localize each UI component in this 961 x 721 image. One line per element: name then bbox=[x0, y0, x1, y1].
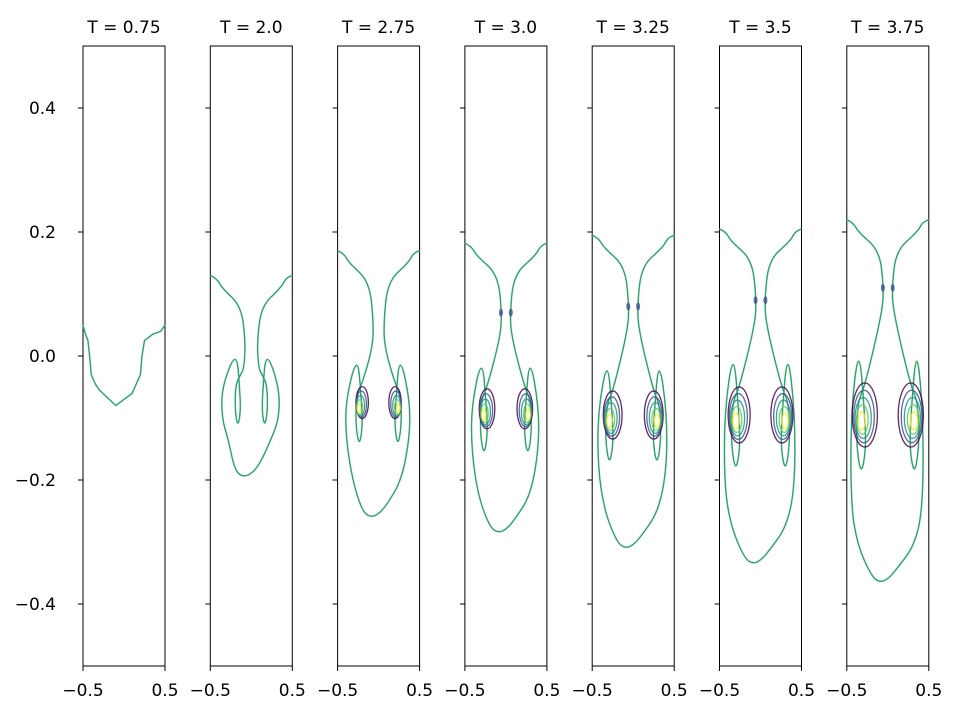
y-tick-label: −0.2 bbox=[15, 471, 56, 491]
axes-frame bbox=[82, 45, 166, 667]
mixing-contour bbox=[853, 389, 875, 444]
panel-title: T = 3.5 bbox=[728, 18, 791, 38]
axes-frame bbox=[337, 45, 421, 667]
x-tick-label: 0.5 bbox=[406, 681, 433, 701]
panel-5: T = 3.25 −0.5 0.5 bbox=[572, 18, 688, 701]
panel-title: T = 3.75 bbox=[850, 18, 924, 38]
mixing-contour bbox=[498, 308, 503, 317]
mixing-contour bbox=[897, 382, 925, 448]
mixing-contour bbox=[909, 411, 919, 431]
x-tick-label: −0.5 bbox=[317, 681, 358, 701]
mixing-contour bbox=[770, 386, 794, 444]
mixing-contour bbox=[906, 404, 920, 435]
panel-title: T = 0.75 bbox=[86, 18, 160, 38]
mixing-contour bbox=[626, 302, 631, 311]
mixing-contour bbox=[648, 401, 663, 435]
mixing-contour bbox=[900, 389, 923, 444]
panel-title: T = 3.0 bbox=[474, 18, 537, 38]
mixing-contour bbox=[854, 396, 872, 440]
axes-frame bbox=[591, 45, 675, 667]
x-tick-label: 0.5 bbox=[533, 681, 560, 701]
y-tick-label: 0.2 bbox=[29, 223, 56, 243]
x-tick-label: −0.5 bbox=[62, 681, 103, 701]
x-tick-label: 0.5 bbox=[151, 681, 178, 701]
y-tick-label: 0.0 bbox=[29, 347, 56, 367]
interface-contour-inner bbox=[210, 275, 293, 477]
mixing-contour bbox=[729, 399, 746, 437]
mixing-contour bbox=[602, 390, 623, 440]
axes-frame bbox=[209, 45, 293, 667]
panel-6: T = 3.5 −0.5 0.5 bbox=[699, 18, 815, 701]
mixing-contour bbox=[727, 386, 751, 444]
mixing-contour bbox=[890, 283, 895, 292]
interface-contour-inner bbox=[82, 324, 166, 406]
mixing-contour bbox=[778, 405, 790, 434]
x-tick-label: −0.5 bbox=[699, 681, 740, 701]
mixing-contour bbox=[732, 412, 740, 430]
mixing-contour bbox=[395, 403, 401, 414]
axes-frame bbox=[464, 45, 548, 667]
y-tick-label: 0.4 bbox=[29, 99, 56, 119]
panel-1: T = 0.75 −0.5 0.5 bbox=[62, 18, 178, 701]
mixing-contour bbox=[480, 408, 487, 422]
interface-contour-inner bbox=[592, 234, 675, 548]
mixing-contour bbox=[646, 396, 663, 437]
interface-contour-inner bbox=[337, 250, 420, 517]
mixing-contour bbox=[753, 296, 758, 305]
panels: T = 0.75 −0.5 0.5 T = 2.0 −0.5 0.5 T = 2.75 −0.… bbox=[62, 18, 942, 701]
panel-7: T = 3.75 −0.5 0.5 bbox=[826, 18, 942, 701]
x-tick-label: 0.5 bbox=[661, 681, 688, 701]
mixing-contour bbox=[651, 407, 662, 432]
mixing-contour bbox=[356, 403, 362, 414]
x-tick-label: −0.5 bbox=[190, 681, 231, 701]
mixing-contour bbox=[604, 401, 618, 435]
x-tick-label: −0.5 bbox=[572, 681, 613, 701]
mixing-contour bbox=[880, 283, 885, 292]
mixing-contour bbox=[643, 390, 664, 440]
y-tick-label: −0.4 bbox=[15, 595, 56, 615]
mixing-contour bbox=[855, 404, 869, 435]
x-tick-label: 0.5 bbox=[915, 681, 942, 701]
mixing-contour bbox=[603, 396, 621, 437]
mixing-contour bbox=[508, 308, 513, 317]
panel-title: T = 3.25 bbox=[596, 18, 670, 38]
mixing-contour bbox=[480, 403, 489, 424]
x-tick-label: −0.5 bbox=[444, 681, 485, 701]
x-tick-label: 0.5 bbox=[788, 681, 815, 701]
mixing-contour bbox=[763, 296, 768, 305]
mixing-contour bbox=[775, 399, 792, 437]
mixing-contour bbox=[522, 403, 532, 424]
axes-frame bbox=[719, 45, 802, 667]
mixing-contour bbox=[857, 411, 866, 431]
panel-title: T = 2.75 bbox=[341, 18, 415, 38]
panel-title: T = 2.0 bbox=[219, 18, 282, 38]
mixing-contour bbox=[606, 413, 613, 429]
mixing-contour bbox=[636, 302, 641, 311]
shared-y-axis: 0.4 0.2 0.0 −0.2 −0.4 bbox=[15, 99, 56, 615]
panel-4: T = 3.0 −0.5 0.5 bbox=[444, 18, 560, 701]
mixing-contour bbox=[605, 407, 616, 432]
panel-3: T = 2.75 −0.5 0.5 bbox=[317, 18, 433, 701]
mixing-contour bbox=[731, 405, 743, 434]
mixing-contour bbox=[903, 396, 922, 440]
axes-frame bbox=[846, 45, 930, 667]
x-tick-label: −0.5 bbox=[826, 681, 867, 701]
x-tick-label: 0.5 bbox=[279, 681, 306, 701]
mixing-contour bbox=[851, 382, 879, 448]
mixing-contour bbox=[772, 392, 793, 441]
mixing-contour bbox=[653, 413, 661, 429]
mixing-contour bbox=[781, 412, 789, 430]
mixing-contour bbox=[728, 392, 749, 441]
panel-2: T = 2.0 −0.5 0.5 bbox=[190, 18, 306, 701]
mixing-contour bbox=[525, 408, 531, 422]
